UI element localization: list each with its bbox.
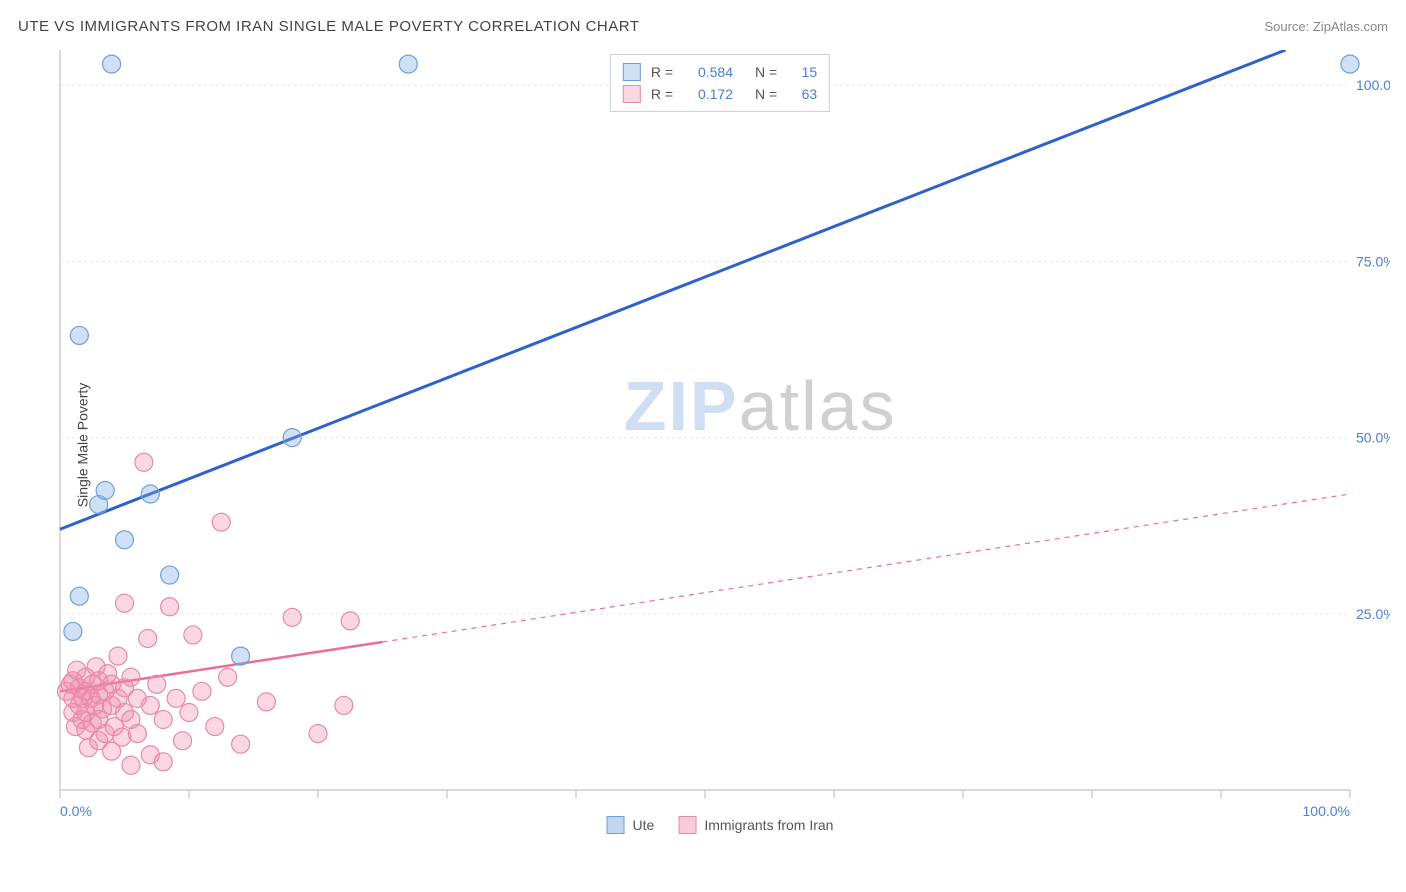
iran-point [122, 756, 140, 774]
legend-item: Ute [607, 816, 655, 834]
iran-point [219, 668, 237, 686]
iran-point [141, 696, 159, 714]
y-tick-label: 100.0% [1356, 77, 1390, 93]
ute-point [70, 587, 88, 605]
legend-swatch [678, 816, 696, 834]
iran-point [139, 629, 157, 647]
iran-point [341, 612, 359, 630]
iran-point [184, 626, 202, 644]
ute-n-value: 15 [787, 61, 817, 83]
chart-container: Single Male Poverty 25.0% 50.0% 75.0% 100.0… [50, 50, 1390, 840]
y-tick-label: 25.0% [1356, 606, 1390, 622]
iran-point [257, 693, 275, 711]
iran-swatch [623, 85, 641, 103]
iran-point [154, 753, 172, 771]
y-axis-label: Single Male Poverty [74, 383, 90, 508]
y-tick-label: 50.0% [1356, 430, 1390, 446]
ute-r-value: 0.584 [683, 61, 733, 83]
legend-label: Ute [633, 817, 655, 833]
iran-point [212, 513, 230, 531]
ute-point [70, 326, 88, 344]
legend-item: Immigrants from Iran [678, 816, 833, 834]
iran-point [161, 598, 179, 616]
iran-point [128, 725, 146, 743]
n-label: N = [755, 83, 777, 105]
chart-header: UTE VS IMMIGRANTS FROM IRAN SINGLE MALE … [18, 18, 1388, 35]
iran-point [206, 718, 224, 736]
iran-point [109, 647, 127, 665]
iran-point [174, 732, 192, 750]
n-label: N = [755, 61, 777, 83]
ute-point [283, 429, 301, 447]
iran-point [335, 696, 353, 714]
iran-point [135, 453, 153, 471]
ute-point [141, 485, 159, 503]
ute-point [399, 55, 417, 73]
ute-point [103, 55, 121, 73]
y-tick-label: 75.0% [1356, 253, 1390, 269]
ute-point [96, 481, 114, 499]
iran-n-value: 63 [787, 83, 817, 105]
ute-trendline [60, 50, 1286, 529]
x-tick-label: 100.0% [1303, 803, 1350, 819]
iran-point [148, 675, 166, 693]
iran-point [309, 725, 327, 743]
iran-point [193, 682, 211, 700]
ute-point [232, 647, 250, 665]
iran-point [167, 689, 185, 707]
legend-label: Immigrants from Iran [704, 817, 833, 833]
chart-title: UTE VS IMMIGRANTS FROM IRAN SINGLE MALE … [18, 18, 639, 35]
ute-point [1341, 55, 1359, 73]
iran-point [180, 703, 198, 721]
iran-point [116, 594, 134, 612]
ute-swatch [623, 63, 641, 81]
scatter-plot-svg: 25.0% 50.0% 75.0% 100.0% 0.0% 100.0% [50, 50, 1390, 840]
x-tick-label: 0.0% [60, 803, 92, 819]
legend-swatch [607, 816, 625, 834]
legend-row-iran: R = 0.172 N = 63 [623, 83, 817, 105]
r-label: R = [651, 61, 673, 83]
iran-trendline-dashed [383, 494, 1351, 642]
correlation-legend: R = 0.584 N = 15 R = 0.172 N = 63 [610, 54, 830, 112]
source-attribution: Source: ZipAtlas.com [1264, 19, 1388, 34]
iran-point [283, 608, 301, 626]
r-label: R = [651, 83, 673, 105]
ute-point [161, 566, 179, 584]
iran-point [122, 668, 140, 686]
iran-r-value: 0.172 [683, 83, 733, 105]
ute-point [116, 531, 134, 549]
iran-point [154, 711, 172, 729]
iran-point [232, 735, 250, 753]
legend-row-ute: R = 0.584 N = 15 [623, 61, 817, 83]
ute-point [64, 622, 82, 640]
series-legend: Ute Immigrants from Iran [607, 816, 834, 834]
